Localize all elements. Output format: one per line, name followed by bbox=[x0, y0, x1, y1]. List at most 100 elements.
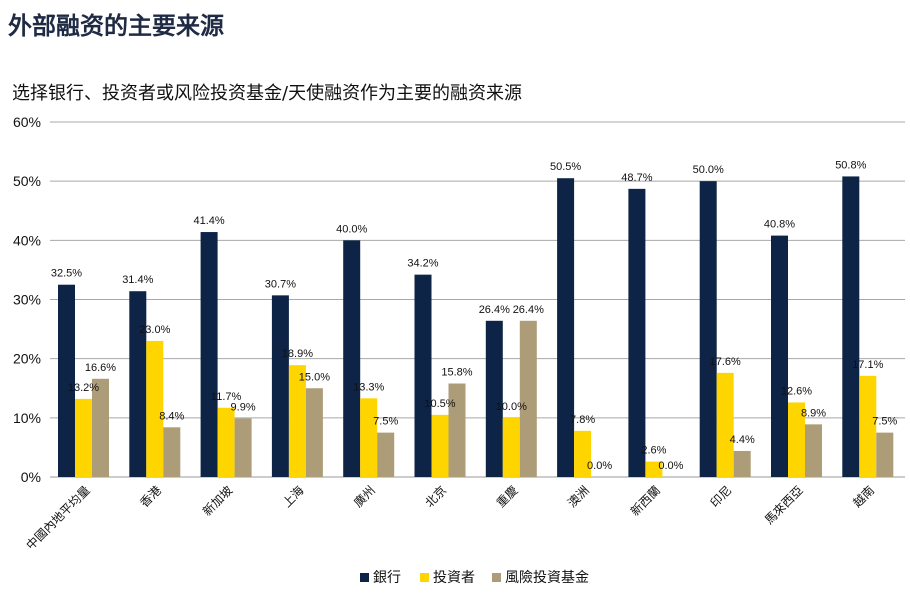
bar bbox=[771, 235, 788, 477]
bar bbox=[557, 178, 575, 478]
legend-label: 投資者 bbox=[433, 569, 475, 585]
y-tick-label: 20% bbox=[13, 351, 41, 367]
data-label: 50.0% bbox=[693, 164, 724, 176]
data-label: 7.8% bbox=[570, 414, 595, 426]
data-label: 2.6% bbox=[641, 445, 666, 457]
x-axis-tick-labels: 中國內地平均量 香港 新加坡 上海 廣州 北京 重慶 澳洲 新西蘭 印尼 馬來西亞 越南 bbox=[23, 483, 877, 553]
x-tick-label: 廣州 bbox=[351, 483, 378, 510]
bar bbox=[876, 432, 894, 477]
x-tick-label: 新加坡 bbox=[199, 483, 235, 519]
bar bbox=[431, 414, 449, 477]
x-tick-label: 馬來西亞 bbox=[762, 483, 806, 527]
bar bbox=[305, 388, 323, 477]
data-label: 17.6% bbox=[710, 356, 741, 368]
x-tick-label: 新西蘭 bbox=[627, 483, 663, 519]
bar bbox=[377, 432, 395, 477]
data-label: 31.4% bbox=[122, 274, 153, 286]
bar bbox=[502, 417, 520, 477]
y-tick-label: 40% bbox=[13, 232, 41, 248]
legend-swatch bbox=[420, 573, 429, 582]
y-tick-label: 10% bbox=[13, 410, 41, 426]
legend-label: 銀行 bbox=[373, 569, 401, 585]
data-label: 13.2% bbox=[68, 382, 99, 394]
data-label: 8.4% bbox=[159, 410, 184, 422]
data-label: 7.5% bbox=[872, 416, 897, 428]
bar bbox=[414, 274, 432, 477]
bar bbox=[842, 176, 860, 477]
x-tick-label: 北京 bbox=[422, 483, 449, 510]
bar bbox=[699, 181, 717, 477]
chart-title: 选择银行、投资者或风险投资基金/天使融资作为主要的融资来源 bbox=[12, 83, 523, 104]
data-label: 26.4% bbox=[513, 304, 544, 316]
data-label: 9.9% bbox=[231, 401, 256, 413]
bar bbox=[343, 240, 361, 477]
x-tick-label: 澳洲 bbox=[565, 483, 592, 510]
data-labels: 32.5% 13.2% 16.6% 31.4% 23.0% 8.4% 41.4% 11.7%9… bbox=[51, 159, 898, 472]
data-label: 34.2% bbox=[407, 258, 438, 270]
data-label: 50.5% bbox=[550, 161, 581, 173]
bar bbox=[805, 424, 822, 477]
bar bbox=[628, 188, 646, 477]
data-label: 41.4% bbox=[193, 215, 224, 227]
bar bbox=[448, 383, 466, 477]
data-label: 16.6% bbox=[85, 362, 116, 374]
data-label: 40.0% bbox=[336, 223, 367, 235]
bar bbox=[788, 402, 805, 477]
data-label: 18.9% bbox=[282, 348, 313, 360]
bar bbox=[288, 365, 306, 477]
data-label: 32.5% bbox=[51, 268, 82, 280]
data-label: 10.0% bbox=[496, 401, 527, 413]
y-tick-label: 0% bbox=[21, 469, 41, 485]
bar bbox=[360, 398, 378, 477]
data-label: 12.6% bbox=[781, 385, 812, 397]
data-label: 13.3% bbox=[353, 381, 384, 393]
data-label: 15.0% bbox=[299, 371, 330, 383]
x-tick-label: 香港 bbox=[137, 483, 164, 510]
bar bbox=[200, 232, 218, 477]
legend: 銀行 投資者 風險投資基金 bbox=[360, 569, 589, 585]
bar bbox=[75, 398, 92, 477]
data-label: 7.5% bbox=[373, 416, 398, 428]
data-label: 17.1% bbox=[852, 359, 883, 371]
x-tick-label: 越南 bbox=[849, 483, 877, 511]
x-tick-label: 中國內地平均量 bbox=[23, 483, 93, 553]
legend-label: 風險投資基金 bbox=[505, 569, 589, 585]
legend-swatch bbox=[360, 573, 369, 582]
page-title: 外部融资的主要来源 bbox=[8, 11, 224, 40]
bar bbox=[92, 378, 109, 477]
bar bbox=[733, 450, 751, 477]
data-label: 48.7% bbox=[621, 172, 652, 184]
data-label: 30.7% bbox=[265, 278, 296, 290]
bar bbox=[129, 291, 147, 477]
bar bbox=[58, 284, 75, 477]
data-label: 15.8% bbox=[441, 367, 472, 379]
bars bbox=[58, 176, 894, 478]
x-tick-label: 印尼 bbox=[708, 483, 735, 510]
gridlines bbox=[50, 121, 905, 478]
bar bbox=[217, 407, 235, 477]
data-label: 50.8% bbox=[835, 159, 866, 171]
bar bbox=[271, 295, 289, 477]
y-tick-label: 50% bbox=[13, 173, 41, 189]
bar bbox=[645, 461, 663, 477]
y-tick-label: 60% bbox=[13, 114, 41, 130]
legend-swatch bbox=[492, 573, 501, 582]
x-tick-label: 上海 bbox=[279, 483, 307, 511]
data-label: 23.0% bbox=[139, 324, 170, 336]
data-label: 8.9% bbox=[801, 407, 826, 419]
data-label: 40.8% bbox=[764, 219, 795, 231]
data-label: 26.4% bbox=[479, 304, 510, 316]
y-axis-tick-labels: 0% 10% 20% 30% 40% 50% 60% bbox=[13, 114, 41, 485]
bar bbox=[146, 340, 164, 477]
data-label: 0.0% bbox=[658, 460, 683, 472]
bar bbox=[163, 427, 181, 477]
bar bbox=[574, 430, 592, 477]
bar bbox=[859, 375, 877, 477]
data-label: 4.4% bbox=[730, 434, 755, 446]
data-label: 0.0% bbox=[587, 460, 612, 472]
x-tick-label: 重慶 bbox=[494, 483, 521, 510]
bar bbox=[234, 418, 252, 477]
data-label: 11.7% bbox=[211, 391, 242, 403]
bar bbox=[519, 320, 537, 477]
